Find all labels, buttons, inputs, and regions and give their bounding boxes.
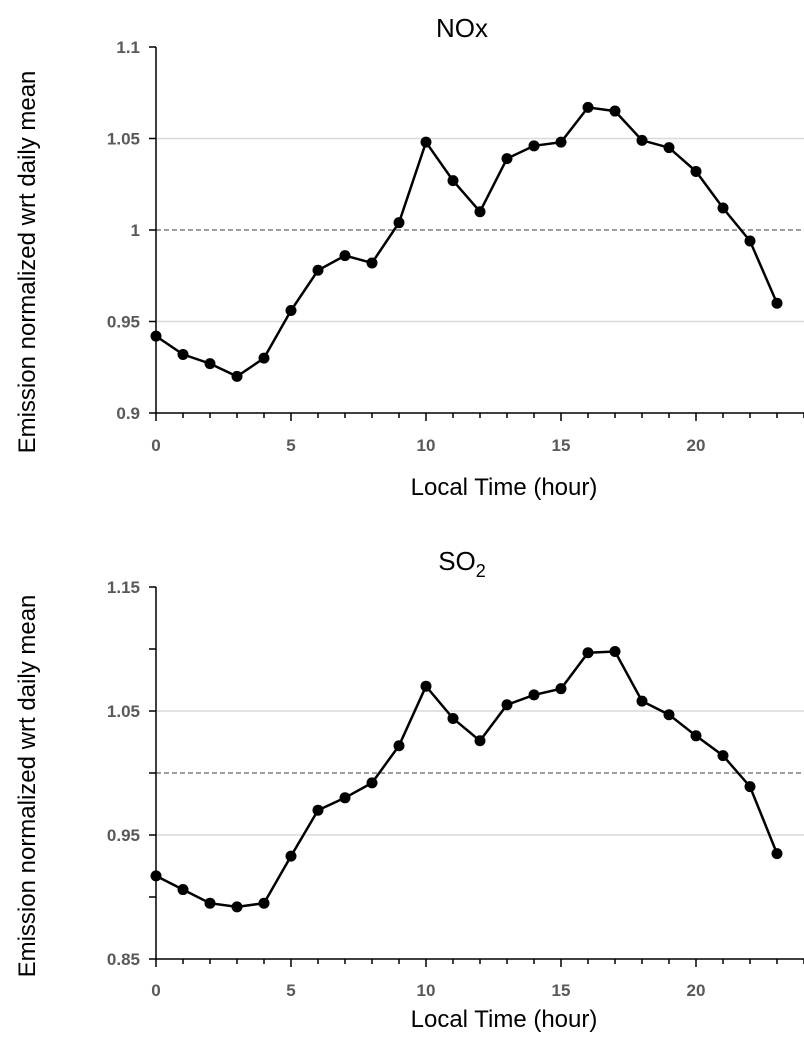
data-point	[501, 153, 513, 165]
x-tick-label: 15	[552, 436, 571, 455]
so2-chart-panel: SO2 Emission normalized wrt daily mean L…	[0, 524, 804, 1048]
data-point	[258, 897, 270, 909]
data-point	[420, 680, 432, 692]
data-point	[663, 142, 675, 154]
y-tick-label: 1.15	[107, 578, 140, 597]
chart-title: SO2	[438, 546, 486, 581]
data-point	[690, 165, 702, 177]
data-point	[177, 884, 189, 896]
y-axis-label: Emission normalized wrt daily mean	[14, 595, 41, 978]
data-point	[150, 870, 162, 882]
data-point	[663, 709, 675, 721]
data-point	[312, 264, 324, 276]
data-point	[582, 101, 594, 113]
data-point	[150, 330, 162, 342]
x-tick-label: 10	[417, 436, 436, 455]
data-point	[636, 695, 648, 707]
y-axis-label: Emission normalized wrt daily mean	[14, 71, 41, 454]
data-point	[285, 850, 297, 862]
y-tick-label: 1	[131, 221, 140, 240]
y-tick-label: 0.95	[107, 826, 140, 845]
data-point	[447, 712, 459, 724]
data-point	[501, 699, 513, 711]
series-line	[155, 106, 779, 378]
data-point	[582, 647, 594, 659]
data-point	[339, 250, 351, 262]
data-point	[717, 202, 729, 214]
y-tick-label: 1.05	[107, 702, 140, 721]
so2-chart: SO2 Emission normalized wrt daily mean L…	[14, 546, 804, 1033]
data-point	[744, 781, 756, 793]
data-point	[636, 134, 648, 146]
data-point	[420, 136, 432, 148]
data-point	[555, 136, 567, 148]
data-point	[744, 235, 756, 247]
x-tick-label: 20	[687, 436, 706, 455]
data-point	[609, 645, 621, 657]
data-point	[204, 358, 216, 370]
x-tick-label: 0	[151, 981, 160, 1000]
series-line	[155, 650, 779, 909]
y-tick-label: 0.9	[116, 404, 140, 423]
data-point	[771, 297, 783, 309]
x-tick-label: 10	[417, 981, 436, 1000]
data-point	[528, 689, 540, 701]
nox-chart: NOx Emission normalized wrt daily mean L…	[14, 13, 804, 501]
data-point	[609, 105, 621, 117]
data-point	[528, 140, 540, 152]
y-tick-label: 0.95	[107, 313, 140, 332]
data-point	[231, 901, 243, 913]
nox-chart-panel: NOx Emission normalized wrt daily mean L…	[14, 13, 804, 501]
x-tick-label: 0	[151, 436, 160, 455]
data-point	[771, 848, 783, 860]
data-point	[717, 750, 729, 762]
data-point	[258, 352, 270, 364]
chart-title: NOx	[436, 13, 488, 43]
data-point	[339, 792, 351, 804]
data-point	[204, 897, 216, 909]
x-tick-label: 5	[286, 981, 295, 1000]
data-point	[447, 175, 459, 187]
data-point	[690, 730, 702, 742]
data-point	[366, 777, 378, 789]
x-axis-label: Local Time (hour)	[411, 474, 598, 501]
y-tick-label: 1.05	[107, 130, 140, 149]
data-point	[474, 735, 486, 747]
data-point	[312, 804, 324, 816]
data-point	[177, 348, 189, 360]
data-point	[285, 305, 297, 317]
data-point	[231, 370, 243, 382]
data-point	[474, 206, 486, 218]
y-tick-label: 1.1	[116, 38, 140, 57]
data-point	[393, 217, 405, 229]
data-point	[366, 257, 378, 269]
data-point	[393, 740, 405, 752]
y-tick-label: 0.85	[107, 950, 140, 969]
x-tick-label: 20	[687, 981, 706, 1000]
x-axis-label: Local Time (hour)	[411, 1006, 598, 1033]
x-tick-label: 5	[286, 436, 295, 455]
data-point	[555, 683, 567, 695]
x-tick-label: 15	[552, 981, 571, 1000]
